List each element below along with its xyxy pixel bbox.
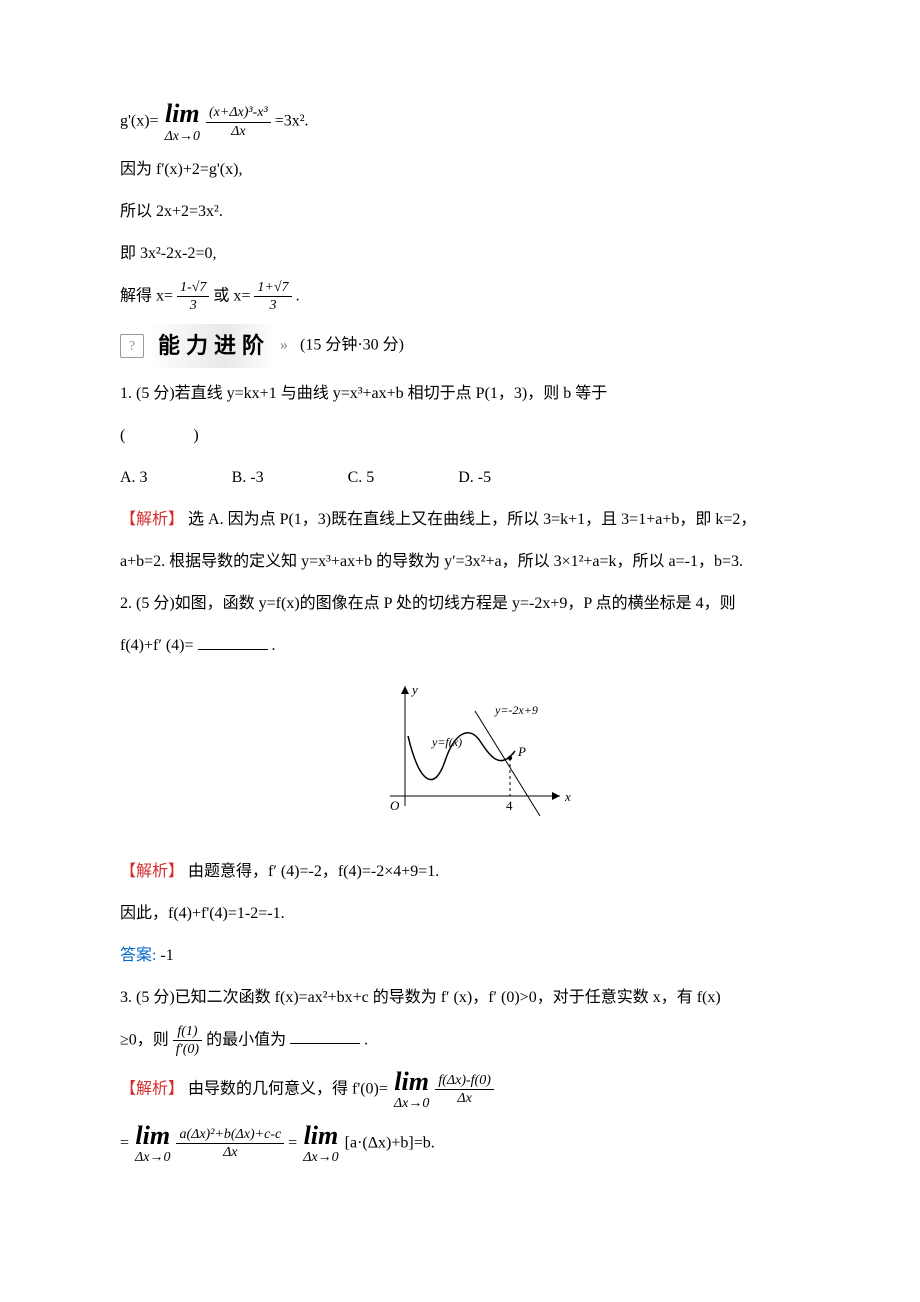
y-arrow-icon: [401, 686, 409, 694]
q1-solution-1: 【解析】 选 A. 因为点 P(1，3)既在直线上又在曲线上，所以 3=k+1，…: [120, 504, 820, 536]
solution-text: 选 A. 因为点 P(1，3)既在直线上又在曲线上，所以 3=k+1，且 3=1…: [188, 511, 756, 528]
answer-label: 答案:: [120, 947, 156, 964]
choice-a: A. 3: [120, 462, 148, 494]
text: =: [288, 1134, 297, 1151]
text: g'(x)=: [120, 113, 159, 130]
graph-svg: y x O 4 y=-2x+9 y=f(x) P: [360, 676, 580, 826]
origin-label: O: [390, 798, 400, 813]
deriv-line1: g'(x)= lim Δx→0 (x+Δx)³-x³ Δx =3x².: [120, 100, 820, 144]
q3-stem-2: ≥0，则 f(1) f′(0) 的最小值为 .: [120, 1024, 820, 1058]
solution-label: 【解析】: [120, 511, 184, 528]
banner: ? 能力进阶 »: [120, 324, 288, 368]
text: f(4)+f′ (4)=: [120, 637, 194, 654]
q1-paren: ( ): [120, 420, 820, 452]
deriv-line5: 解得 x= 1-√7 3 或 x= 1+√7 3 .: [120, 280, 820, 314]
text: .: [296, 288, 300, 305]
text: 解得 x=: [120, 288, 173, 305]
deriv-line2: 因为 f'(x)+2=g'(x),: [120, 154, 820, 186]
text: .: [272, 637, 276, 654]
blank: [198, 634, 268, 650]
solution-label: 【解析】: [120, 863, 184, 880]
q3-stem-1: 3. (5 分)已知二次函数 f(x)=ax²+bx+c 的导数为 f′ (x)…: [120, 982, 820, 1014]
fraction: 1-√7 3: [177, 280, 209, 314]
q2-solution-1: 【解析】 由题意得，f′ (4)=-2，f(4)=-2×4+9=1.: [120, 856, 820, 888]
solution-text: 由导数的几何意义，得 f'(0)=: [188, 1080, 388, 1097]
solution-text: 由题意得，f′ (4)=-2，f(4)=-2×4+9=1.: [188, 863, 439, 880]
q2-stem-1: 2. (5 分)如图，函数 y=f(x)的图像在点 P 处的切线方程是 y=-2…: [120, 588, 820, 620]
q3-solution-1: 【解析】 由导数的几何意义，得 f'(0)= lim Δx→0 f(Δx)-f(…: [120, 1068, 820, 1112]
q1-choices: A. 3 B. -3 C. 5 D. -5: [120, 462, 820, 494]
q3-solution-2: = lim Δx→0 a(Δx)²+b(Δx)+c-c Δx = lim Δx→…: [120, 1122, 820, 1166]
choice-d: D. -5: [458, 462, 491, 494]
limit-operator: lim Δx→0: [135, 1122, 170, 1166]
question-icon: ?: [120, 334, 144, 358]
q2-solution-2: 因此，f(4)+f'(4)=1-2=-1.: [120, 898, 820, 930]
text: ≥0，则: [120, 1031, 169, 1048]
fraction: (x+Δx)³-x³ Δx: [206, 105, 271, 139]
solution-label: 【解析】: [120, 1080, 184, 1097]
q2-graph: y x O 4 y=-2x+9 y=f(x) P: [120, 676, 820, 838]
text: [a·(Δx)+b]=b.: [345, 1134, 435, 1151]
text: =3x².: [275, 113, 309, 130]
text: 的最小值为: [206, 1031, 286, 1048]
banner-title: 能力进阶: [148, 324, 276, 368]
y-label: y: [410, 682, 418, 697]
choice-b: B. -3: [232, 462, 264, 494]
section-header: ? 能力进阶 » (15 分钟·30 分): [120, 324, 820, 368]
deriv-line4: 即 3x²-2x-2=0,: [120, 238, 820, 270]
fraction: f(Δx)-f(0) Δx: [435, 1073, 494, 1107]
text: =: [120, 1134, 129, 1151]
choice-c: C. 5: [348, 462, 375, 494]
answer-value: -1: [160, 947, 173, 964]
q1-solution-2: a+b=2. 根据导数的定义知 y=x³+ax+b 的导数为 y′=3x²+a，…: [120, 546, 820, 578]
q2-stem-2: f(4)+f′ (4)= .: [120, 630, 820, 662]
time-score: (15 分钟·30 分): [300, 336, 404, 353]
limit-operator: lim Δx→0: [165, 100, 200, 144]
text: .: [364, 1031, 368, 1048]
blank: [290, 1028, 360, 1044]
p-label: P: [517, 744, 526, 759]
limit-operator: lim Δx→0: [303, 1122, 338, 1166]
curve-label: y=f(x): [431, 735, 462, 749]
fraction: a(Δx)²+b(Δx)+c-c Δx: [176, 1127, 284, 1161]
q2-answer: 答案: -1: [120, 940, 820, 972]
tangent-label: y=-2x+9: [494, 703, 538, 717]
x-arrow-icon: [552, 792, 560, 800]
fraction: f(1) f′(0): [173, 1024, 202, 1058]
deriv-line3: 所以 2x+2=3x².: [120, 196, 820, 228]
text: 或 x=: [213, 288, 250, 305]
chevron-icon: »: [280, 336, 288, 353]
tick-4: 4: [506, 798, 513, 813]
fraction: 1+√7 3: [254, 280, 291, 314]
limit-operator: lim Δx→0: [394, 1068, 429, 1112]
point-p: [508, 756, 512, 760]
x-label: x: [564, 789, 571, 804]
q1-stem: 1. (5 分)若直线 y=kx+1 与曲线 y=x³+ax+b 相切于点 P(…: [120, 378, 820, 410]
